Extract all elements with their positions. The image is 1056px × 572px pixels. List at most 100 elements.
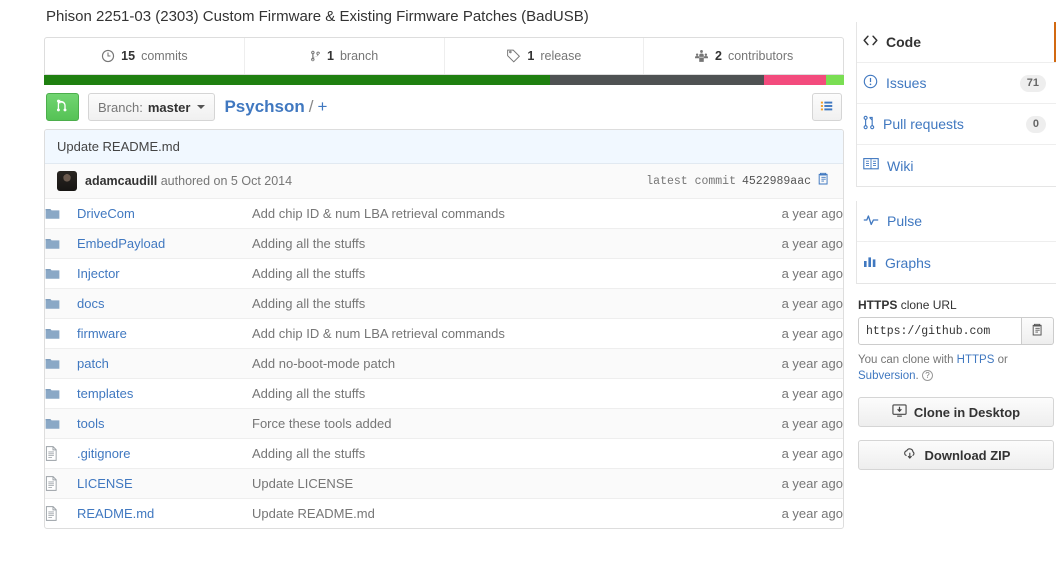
git-pull-request-icon: [863, 115, 875, 133]
table-row[interactable]: docs Adding all the stuffs a year ago: [45, 288, 843, 319]
table-row[interactable]: patch Add no-boot-mode patch a year ago: [45, 348, 843, 379]
folder-icon: [45, 357, 77, 370]
file-name-cell: Injector: [77, 259, 252, 289]
find-file-button[interactable]: [812, 93, 842, 121]
file-name-link[interactable]: .gitignore: [77, 446, 131, 461]
language-segment-lang-1[interactable]: [44, 75, 550, 85]
language-segment-lang-4[interactable]: [826, 75, 844, 85]
breadcrumb-separator: /: [308, 97, 314, 116]
file-commit-age: a year ago: [781, 206, 843, 221]
sidebar-item-label: Graphs: [885, 254, 931, 271]
avatar: [57, 171, 77, 191]
table-row[interactable]: DriveCom Add chip ID & num LBA retrieval …: [45, 199, 843, 229]
table-row[interactable]: tools Force these tools added a year ago: [45, 408, 843, 439]
clone-help-https-link[interactable]: HTTPS: [956, 354, 995, 366]
commit-authored-text: authored on 5 Oct 2014: [160, 174, 293, 188]
file-name-link[interactable]: templates: [77, 386, 134, 401]
help-question-icon[interactable]: ?: [921, 370, 933, 381]
file-name-cell: firmware: [77, 319, 252, 349]
stat-contributors[interactable]: 2 contributors: [644, 38, 843, 74]
folder-icon: [45, 237, 77, 250]
table-row[interactable]: EmbedPayload Adding all the stuffs a year …: [45, 228, 843, 259]
sidebar-item-code[interactable]: Code: [857, 22, 1056, 63]
file-name-link[interactable]: README.md: [77, 506, 155, 521]
file-commit-age: a year ago: [781, 506, 843, 521]
commit-sha[interactable]: 4522989aac: [741, 174, 811, 188]
file-type-icon-cell: [45, 379, 77, 409]
breadcrumb: Psychson / +: [224, 97, 327, 117]
clone-protocol-label: HTTPS: [858, 298, 898, 312]
commit-author-link[interactable]: adamcaudill: [85, 174, 158, 188]
sidebar-item-label: Code: [886, 34, 921, 50]
file-commit-message: Adding all the stuffs: [252, 446, 366, 461]
clone-help-subversion-link[interactable]: Subversion: [858, 370, 916, 382]
clone-in-desktop-button[interactable]: Clone in Desktop: [858, 397, 1054, 427]
latest-commit-label: latest commit: [646, 174, 736, 188]
clone-url-input[interactable]: [858, 317, 1022, 345]
page-title: Phison 2251-03 (2303) Custom Firmware & …: [46, 8, 589, 25]
file-type-icon-cell: [45, 229, 77, 259]
file-name-cell: .gitignore: [77, 439, 252, 469]
file-icon: [45, 506, 77, 521]
sidebar-item-wiki[interactable]: Wiki: [857, 145, 1056, 186]
table-row[interactable]: LICENSE Update LICENSE a year ago: [45, 468, 843, 499]
file-type-icon-cell: [45, 199, 77, 229]
file-name-link[interactable]: Injector: [77, 266, 120, 281]
file-commit-age: a year ago: [781, 416, 843, 431]
table-row[interactable]: firmware Add chip ID & num LBA retrieval …: [45, 319, 843, 349]
sidebar-item-label: Wiki: [887, 157, 914, 174]
language-segment-lang-3[interactable]: [763, 75, 827, 85]
sidebar-item-pull-requests[interactable]: Pull requests 0: [857, 104, 1056, 145]
stat-commits-count: 15: [121, 49, 136, 63]
clippy-icon[interactable]: [817, 172, 831, 190]
file-type-icon-cell: [45, 319, 77, 349]
download-zip-button[interactable]: Download ZIP: [858, 440, 1054, 470]
issue-opened-icon: [863, 74, 878, 92]
download-zip-label: Download ZIP: [924, 447, 1011, 463]
stat-commits[interactable]: 15 commits: [45, 38, 245, 74]
table-row[interactable]: README.md Update README.md a year ago: [45, 499, 843, 529]
branch-selector[interactable]: Branch: master: [88, 93, 216, 121]
file-type-icon-cell: [45, 499, 77, 529]
file-type-icon-cell: [45, 259, 77, 289]
copy-clone-url-button[interactable]: [1022, 317, 1054, 345]
file-name-cell: docs: [77, 289, 252, 319]
table-row[interactable]: Injector Adding all the stuffs a year ago: [45, 259, 843, 289]
branch-name-label: master: [147, 99, 191, 115]
sidebar-item-issues[interactable]: Issues 71: [857, 63, 1056, 104]
stat-branches[interactable]: 1 branch: [245, 38, 445, 74]
clippy-icon: [1031, 323, 1045, 340]
sidebar-item-label: Pull requests: [883, 116, 964, 132]
sidebar-item-graphs[interactable]: Graphs: [857, 242, 1056, 283]
breadcrumb-repo-link[interactable]: Psychson: [224, 97, 305, 116]
file-commit-message: Add chip ID & num LBA retrieval commands: [252, 206, 505, 221]
stat-releases[interactable]: 1 release: [445, 38, 645, 74]
file-name-link[interactable]: tools: [77, 416, 105, 431]
file-commit-message: Update LICENSE: [252, 476, 354, 491]
history-icon: [101, 49, 115, 63]
stat-commits-label: commits: [141, 49, 188, 63]
file-type-icon-cell: [45, 469, 77, 499]
main-column: Phison 2251-03 (2303) Custom Firmware & …: [44, 0, 844, 529]
file-name-link[interactable]: docs: [77, 296, 105, 311]
sidebar-nav-primary: Code Issues 71 Pull requests 0 Wiki: [856, 22, 1056, 187]
file-name-link[interactable]: LICENSE: [77, 476, 133, 491]
add-file-button[interactable]: +: [317, 97, 328, 116]
file-type-icon-cell: [45, 409, 77, 439]
file-commit-age: a year ago: [781, 446, 843, 461]
file-name-link[interactable]: DriveCom: [77, 206, 135, 221]
file-name-link[interactable]: EmbedPayload: [77, 236, 166, 251]
graph-icon: [863, 254, 877, 271]
file-commit-age: a year ago: [781, 386, 843, 401]
file-name-link[interactable]: firmware: [77, 326, 127, 341]
table-row[interactable]: templates Adding all the stuffs a year ago: [45, 379, 843, 409]
clone-help-prefix: You can clone with: [858, 354, 957, 366]
sidebar-item-pulse[interactable]: Pulse: [857, 201, 1056, 242]
compare-button[interactable]: [46, 93, 79, 121]
table-row[interactable]: .gitignore Adding all the stuffs a year ag…: [45, 439, 843, 469]
file-type-icon-cell: [45, 349, 77, 379]
language-segment-lang-2[interactable]: [549, 75, 764, 85]
clone-label-rest: clone URL: [900, 298, 957, 312]
file-commit-message: Add chip ID & num LBA retrieval commands: [252, 326, 505, 341]
file-name-link[interactable]: patch: [77, 356, 109, 371]
